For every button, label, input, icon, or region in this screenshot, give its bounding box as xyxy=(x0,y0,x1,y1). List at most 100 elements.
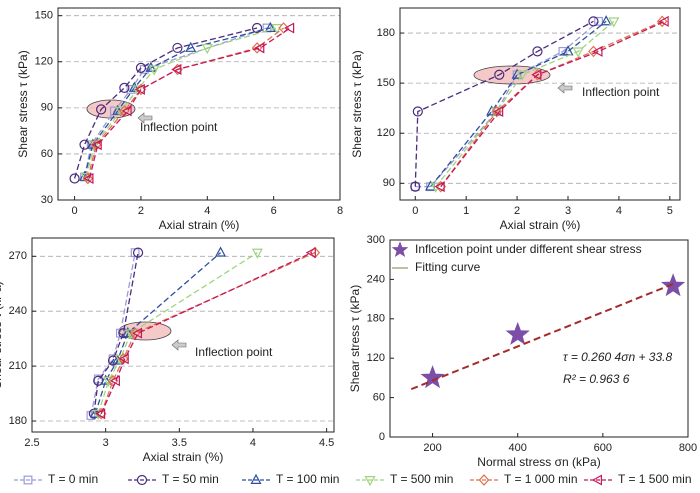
marker xyxy=(592,45,603,57)
y-axis-label: Shear stress τ (kPa) xyxy=(348,285,362,392)
legend-label: T = 500 min xyxy=(390,472,453,486)
marker xyxy=(118,353,129,365)
x-tick-label: 4.5 xyxy=(319,437,334,449)
annotation: Inflection point xyxy=(582,85,660,99)
marker xyxy=(658,15,669,27)
y-axis-label: Shear stress τ (kPa) xyxy=(350,50,364,157)
y-tick-label: 180 xyxy=(9,415,27,427)
marker xyxy=(391,241,409,258)
marker xyxy=(264,21,276,32)
y-tick-label: 90 xyxy=(41,102,53,114)
marker xyxy=(148,65,160,76)
marker xyxy=(91,139,102,151)
series-line xyxy=(430,20,607,188)
legend-label: Fitting curve xyxy=(415,260,481,274)
marker xyxy=(172,42,183,54)
marker xyxy=(185,41,197,52)
marker xyxy=(23,475,33,485)
equation: τ = 0.260 4σn + 33.8 xyxy=(563,350,672,364)
x-tick-label: 3.5 xyxy=(172,437,187,449)
x-tick-label: 6 xyxy=(271,205,277,217)
marker xyxy=(119,82,130,93)
marker xyxy=(656,15,668,28)
marker xyxy=(531,69,542,81)
legend-label: Inflcetion point under different shear s… xyxy=(415,242,642,256)
series-line xyxy=(94,252,221,414)
annotation: Inflection point xyxy=(195,345,273,359)
legend-label: T = 100 min xyxy=(276,472,339,486)
x-tick-label: 800 xyxy=(679,442,697,454)
x-axis-label: Axial strain (%) xyxy=(159,218,240,232)
marker xyxy=(82,172,94,185)
annotation-arrow xyxy=(171,339,187,351)
series-line xyxy=(100,252,316,414)
annotation: Inflection point xyxy=(140,120,218,134)
equation: R² = 0.963 6 xyxy=(563,372,630,386)
x-tick-label: 200 xyxy=(423,442,441,454)
marker xyxy=(251,22,263,34)
x-tick-label: 2 xyxy=(514,205,520,217)
x-tick-label: 4 xyxy=(616,205,622,217)
y-tick-label: 90 xyxy=(383,177,395,189)
y-tick-label: 0 xyxy=(379,431,385,443)
series-line xyxy=(440,20,663,188)
marker xyxy=(516,70,528,81)
x-tick-label: 4 xyxy=(250,437,256,449)
y-tick-label: 240 xyxy=(367,273,385,285)
marker xyxy=(251,248,263,259)
marker xyxy=(135,62,147,74)
marker xyxy=(254,42,265,54)
series-line xyxy=(93,252,139,414)
marker xyxy=(532,46,543,57)
series-line xyxy=(415,20,599,188)
plot-frame xyxy=(57,7,341,201)
x-axis-label: Normal stress σn (kPa) xyxy=(477,455,600,469)
marker xyxy=(608,17,620,28)
marker xyxy=(420,365,445,389)
marker xyxy=(122,326,134,338)
y-tick-label: 300 xyxy=(367,234,385,246)
marker xyxy=(119,105,130,117)
marker xyxy=(79,139,90,150)
marker xyxy=(125,329,137,340)
x-tick-label: 4 xyxy=(204,205,210,217)
marker xyxy=(494,69,505,80)
marker xyxy=(600,15,612,26)
marker xyxy=(171,63,182,75)
marker xyxy=(92,409,104,420)
x-tick-label: 600 xyxy=(594,442,612,454)
marker xyxy=(131,327,143,339)
marker xyxy=(505,321,530,345)
marker xyxy=(572,47,584,58)
marker xyxy=(410,181,421,192)
marker xyxy=(96,104,107,115)
legend-label: T = 1 500 min xyxy=(618,472,692,486)
marker xyxy=(305,247,316,259)
marker xyxy=(103,376,115,387)
y-axis-label: Shear stress τ (kPa) xyxy=(0,281,4,388)
marker xyxy=(128,81,140,92)
marker xyxy=(364,476,376,487)
plot-frame xyxy=(31,237,335,433)
x-axis-label: Axial strain (%) xyxy=(143,450,224,464)
y-tick-label: 210 xyxy=(9,360,27,372)
series-line xyxy=(435,20,615,188)
marker xyxy=(250,473,262,484)
y-tick-label: 180 xyxy=(367,313,385,325)
marker xyxy=(132,247,144,258)
y-tick-label: 60 xyxy=(373,392,385,404)
y-tick-label: 240 xyxy=(9,305,27,317)
x-tick-label: 400 xyxy=(509,442,527,454)
fit-line xyxy=(410,282,676,391)
marker xyxy=(86,411,96,420)
x-tick-label: 0 xyxy=(72,205,78,217)
marker xyxy=(145,61,157,72)
series-line xyxy=(414,20,594,187)
marker xyxy=(95,408,106,420)
marker xyxy=(201,43,213,55)
marker xyxy=(478,474,490,486)
marker xyxy=(100,374,112,385)
legend-label: T = 0 min xyxy=(48,472,98,486)
legend-label: T = 1 000 min xyxy=(504,472,578,486)
marker xyxy=(434,181,445,193)
